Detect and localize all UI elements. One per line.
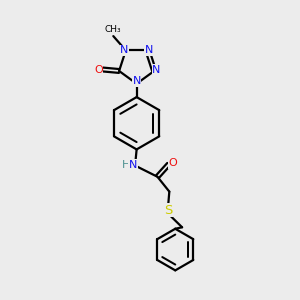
Text: N: N — [145, 45, 153, 56]
Text: N: N — [152, 65, 161, 75]
Text: N: N — [120, 45, 128, 56]
Text: O: O — [94, 64, 103, 74]
Text: H: H — [122, 160, 130, 170]
Text: N: N — [129, 160, 137, 170]
Text: S: S — [164, 203, 172, 217]
Text: O: O — [168, 158, 177, 168]
Text: CH₃: CH₃ — [105, 25, 122, 34]
Text: N: N — [132, 76, 141, 86]
